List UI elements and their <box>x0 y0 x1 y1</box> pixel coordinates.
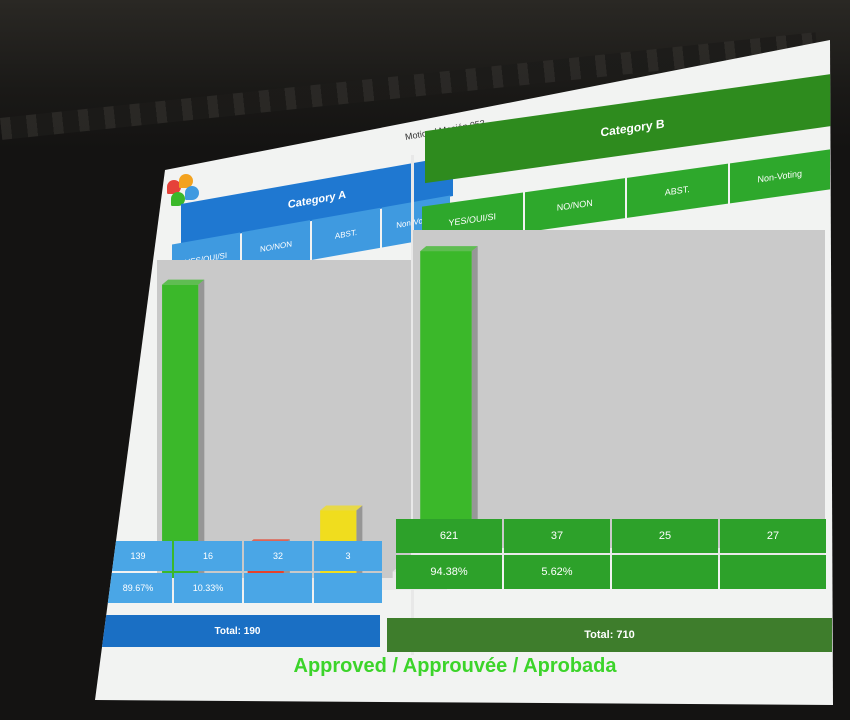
column-header-nonvoting: Non-Voting <box>729 149 830 204</box>
count-yes: 621 <box>396 519 502 553</box>
bar-yes-top <box>420 246 478 252</box>
count-nonvoting: 27 <box>720 519 826 553</box>
count-abst: 25 <box>612 519 718 553</box>
percent-nonvoting <box>720 555 826 589</box>
bar-yes <box>162 284 199 578</box>
bar-yes-top <box>162 279 205 285</box>
percent-abst <box>244 573 312 603</box>
panel-divider <box>411 155 414 655</box>
count-no: 16 <box>174 541 242 571</box>
category-a-results-table: 139 16 32 3 89.67% 10.33% <box>103 540 383 604</box>
percent-no: 5.62% <box>504 555 610 589</box>
category-a-percents-row: 89.67% 10.33% <box>103 572 383 604</box>
category-b-chart <box>413 246 825 560</box>
percent-yes: 94.38% <box>396 555 502 589</box>
count-abst: 32 <box>244 541 312 571</box>
percent-yes: 89.67% <box>104 573 172 603</box>
screen-surface: Motion / Moción 053 Category A YES/OUI/S… <box>95 40 833 705</box>
count-nonvoting: 3 <box>314 541 382 571</box>
category-b-counts-row: 621 37 25 27 <box>395 518 827 554</box>
category-b-chart-area <box>413 230 825 560</box>
category-b-results-table: 621 37 25 27 94.38% 5.62% <box>395 518 827 590</box>
bar-abst-top <box>320 505 363 511</box>
column-header-no: NO/NON <box>524 178 625 233</box>
category-a-counts-row: 139 16 32 3 <box>103 540 383 572</box>
category-b-total: Total: 710 <box>387 618 832 652</box>
bar-yes-side <box>471 246 478 548</box>
bar-yes-side <box>198 279 205 578</box>
vote-result: Approved / Approuvée / Aprobada <box>293 655 617 677</box>
bar-yes <box>420 251 472 548</box>
organization-logo-icon <box>163 170 203 210</box>
percent-abst <box>612 555 718 589</box>
category-b-percents-row: 94.38% 5.62% <box>395 554 827 590</box>
percent-no: 10.33% <box>174 573 242 603</box>
count-yes: 139 <box>104 541 172 571</box>
percent-nonvoting <box>314 573 382 603</box>
column-header-abst: ABST. <box>627 163 728 218</box>
count-no: 37 <box>504 519 610 553</box>
projection-screen: Motion / Moción 053 Category A YES/OUI/S… <box>40 0 840 720</box>
category-a-total: Total: 190 <box>95 615 380 647</box>
